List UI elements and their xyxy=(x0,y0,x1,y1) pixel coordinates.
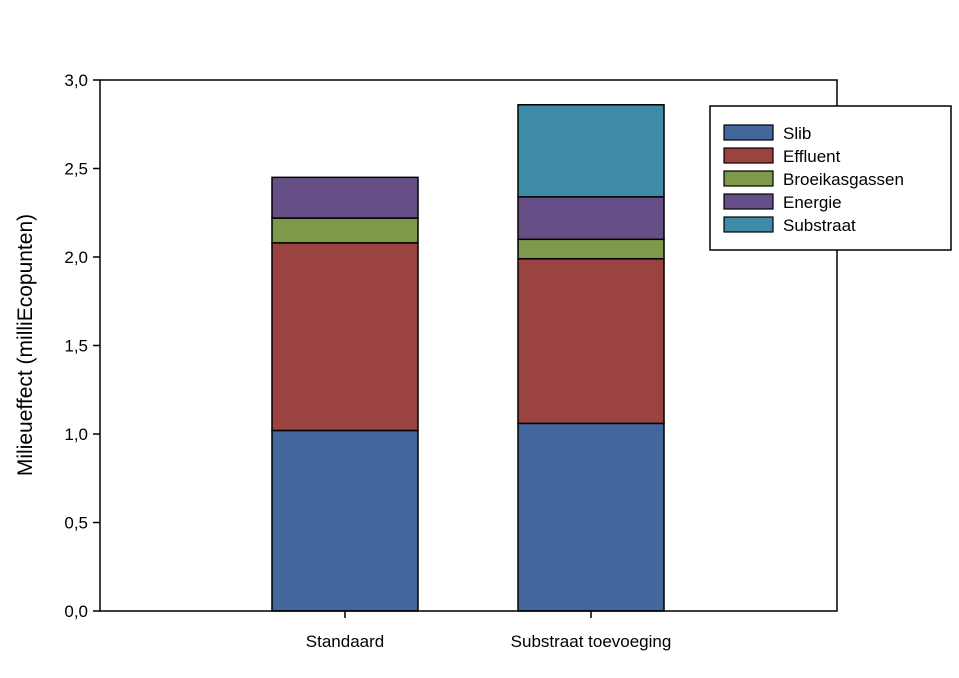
legend-label-slib: Slib xyxy=(783,124,811,143)
bar-segment-energie-1 xyxy=(517,196,665,241)
y-tick-label: 1,5 xyxy=(64,337,88,356)
legend-label-effluent: Effluent xyxy=(783,147,841,166)
bar-segment-broeikasgassen-1 xyxy=(517,238,665,260)
bar-segment-effluent-0 xyxy=(271,242,419,432)
legend: Slib Effluent Broeikasgassen Energie Substra… xyxy=(709,105,952,251)
legend-label-substraat: Substraat xyxy=(783,216,856,235)
bar-segment-substraat-1 xyxy=(517,104,665,198)
bar-segment-energie-0 xyxy=(271,176,419,219)
y-tick-label: 0,5 xyxy=(64,514,88,533)
bars-group xyxy=(271,104,665,612)
legend-swatch-broeikasgassen xyxy=(723,170,774,187)
y-axis: 0,0 0,5 1,0 1,5 2,0 2,5 3,0 xyxy=(64,71,100,621)
x-axis: Standaard Substraat toevoeging xyxy=(306,611,672,651)
legend-label-energie: Energie xyxy=(783,193,842,212)
bar-segment-slib-1 xyxy=(517,422,665,612)
bar-segment-effluent-1 xyxy=(517,258,665,425)
bar-segment-slib-0 xyxy=(271,429,419,612)
legend-swatch-slib xyxy=(723,124,774,141)
x-tick-label: Substraat toevoeging xyxy=(511,632,672,651)
y-tick-label: 3,0 xyxy=(64,71,88,90)
y-tick-label: 2,0 xyxy=(64,248,88,267)
bar-segment-broeikasgassen-0 xyxy=(271,217,419,244)
legend-swatch-effluent xyxy=(723,147,774,164)
legend-label-broeikasgassen: Broeikasgassen xyxy=(783,170,904,189)
legend-swatch-substraat xyxy=(723,216,774,233)
y-tick-label: 1,0 xyxy=(64,425,88,444)
x-tick-label: Standaard xyxy=(306,632,384,651)
y-axis-title: Milieueffect (milliEcopunten) xyxy=(14,214,37,476)
y-tick-label: 2,5 xyxy=(64,160,88,179)
legend-swatch-energie xyxy=(723,193,774,210)
y-tick-label: 0,0 xyxy=(64,602,88,621)
